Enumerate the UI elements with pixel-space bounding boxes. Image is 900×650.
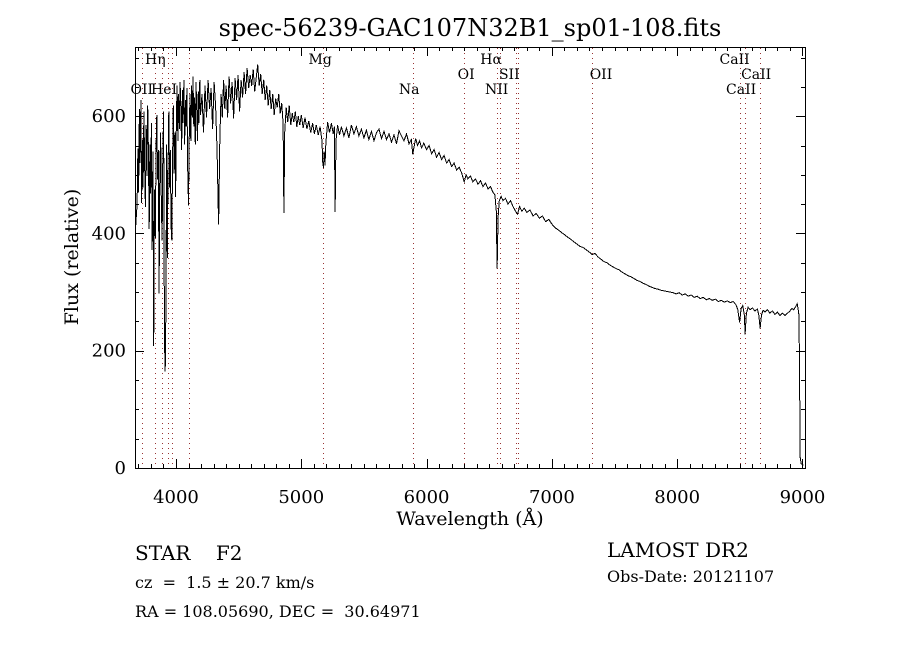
plot-title: spec-56239-GAC107N32B1_sp01-108.fits <box>218 14 722 42</box>
spectral-line-label-HeI-3889: HeI <box>151 82 177 98</box>
spectral-line-label-OII-7320: OII <box>590 67 613 83</box>
y-axis-label: Flux (relative) <box>61 188 83 326</box>
spectral-line-label-CaII-8662: CaII <box>741 67 771 83</box>
spectral-line-label-Mg: Mg <box>309 52 332 68</box>
x-tick-label: 7000 <box>529 487 575 508</box>
obs-date-text: Obs-Date: 20121107 <box>607 567 775 586</box>
y-tick-label: 400 <box>92 223 126 244</box>
spectral-line-label-CaII-8498: CaII <box>720 52 750 68</box>
y-tick-label: 600 <box>92 106 126 127</box>
x-axis-label: Wavelength (Å) <box>396 508 544 530</box>
spectral-line-label-Na: Na <box>399 82 420 98</box>
y-tick-label: 200 <box>92 341 126 362</box>
x-tick-label: 4000 <box>153 487 199 508</box>
x-tick-label: 6000 <box>404 487 450 508</box>
x-tick-label: 9000 <box>780 487 826 508</box>
spectral-line-label-H-eta: Hη <box>145 52 166 68</box>
spectral-line-label-CaII-8542: CaII <box>726 82 756 98</box>
spectral-line-label-NII-6583: NII <box>485 82 508 98</box>
spectral-line-label-OII-3727: OII <box>130 82 153 98</box>
x-tick-label: 8000 <box>654 487 700 508</box>
spectral-line-label-OI-6300: OI <box>458 67 475 83</box>
spectral-line-label-H-alpha: Hα <box>480 52 502 68</box>
object-class-text: STAR F2 <box>135 541 243 565</box>
x-tick-label: 5000 <box>278 487 324 508</box>
ra-dec-text: RA = 108.05690, DEC = 30.64971 <box>135 602 421 621</box>
y-tick-label: 0 <box>115 458 126 479</box>
radial-velocity-text: cz = 1.5 ± 20.7 km/s <box>135 573 315 592</box>
survey-release-text: LAMOST DR2 <box>607 538 749 562</box>
spectral-line-label-SII-6716: SII <box>499 67 520 83</box>
spectrum-trace <box>135 64 804 466</box>
plot-frame <box>135 47 806 469</box>
